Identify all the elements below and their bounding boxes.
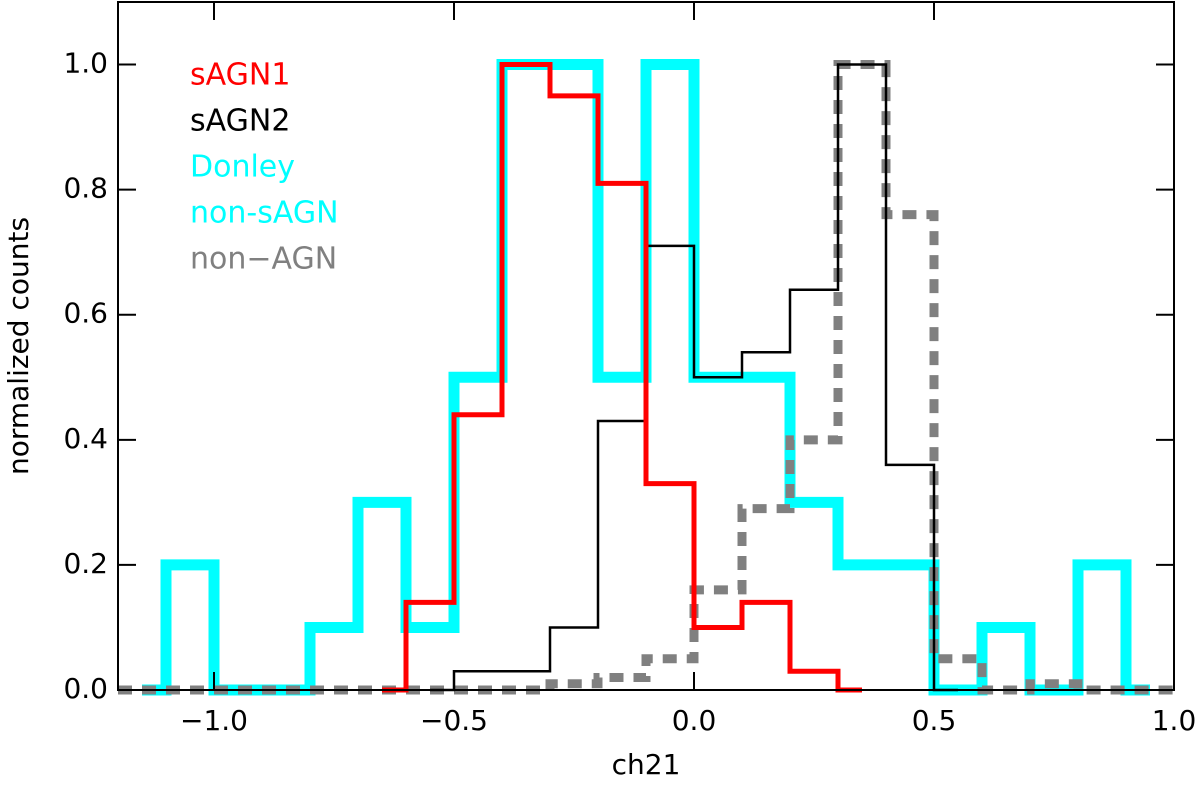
y-tick-label: 0.6 bbox=[63, 297, 108, 330]
legend-entry: Donley bbox=[190, 150, 295, 185]
y-tick-label: 0.4 bbox=[63, 422, 108, 455]
x-axis-label: ch21 bbox=[612, 748, 681, 781]
legend-entry: sAGN1 bbox=[190, 58, 290, 93]
x-tick-label: −0.5 bbox=[420, 704, 488, 737]
histogram-line bbox=[430, 63, 958, 692]
x-tick-label: −1.0 bbox=[180, 704, 248, 737]
x-tick-label: 1.0 bbox=[1152, 704, 1197, 737]
y-axis-label: normalized counts bbox=[2, 217, 35, 475]
legend-entry: non−AGN bbox=[190, 242, 337, 277]
y-tick-label: 0.8 bbox=[63, 172, 108, 205]
y-tick-label: 0.2 bbox=[63, 547, 108, 580]
plot-frame bbox=[117, 1, 1175, 691]
x-tick-label: 0.5 bbox=[912, 704, 957, 737]
y-tick-label: 0.0 bbox=[63, 672, 108, 705]
x-tick-label: 0.0 bbox=[672, 704, 717, 737]
histogram-line bbox=[382, 62, 862, 693]
legend-entry: sAGN2 bbox=[190, 104, 290, 139]
y-tick-label: 1.0 bbox=[63, 47, 108, 80]
legend-entry: non-sAGN bbox=[190, 196, 339, 231]
